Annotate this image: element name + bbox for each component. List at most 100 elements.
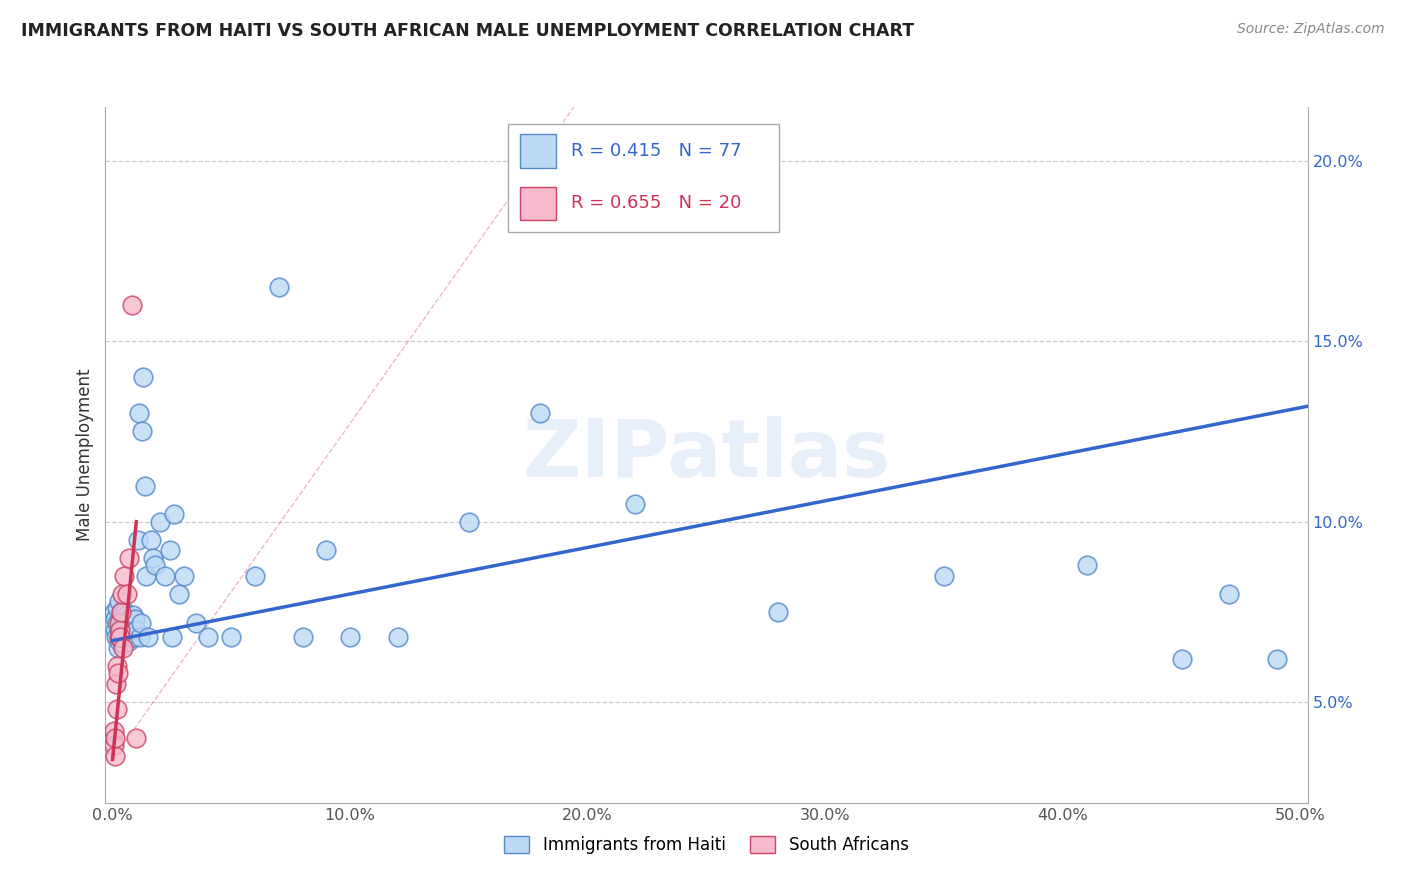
Point	[124, 612, 146, 626]
Point	[107, 594, 129, 608]
Point	[121, 608, 143, 623]
Point	[120, 615, 142, 630]
Point	[315, 543, 337, 558]
Text: R = 0.415   N = 77: R = 0.415 N = 77	[571, 142, 741, 160]
Point	[112, 640, 135, 655]
Point	[125, 731, 148, 745]
Point	[932, 568, 955, 582]
Point	[624, 497, 647, 511]
Point	[110, 605, 132, 619]
Point	[103, 605, 125, 619]
Point	[107, 623, 129, 637]
Point	[1265, 651, 1288, 665]
Text: IMMIGRANTS FROM HAITI VS SOUTH AFRICAN MALE UNEMPLOYMENT CORRELATION CHART: IMMIGRANTS FROM HAITI VS SOUTH AFRICAN M…	[21, 22, 914, 40]
Point	[105, 615, 128, 630]
Point	[108, 630, 131, 644]
Point	[131, 425, 153, 439]
Point	[111, 637, 134, 651]
Point	[111, 608, 134, 623]
Point	[114, 615, 136, 630]
Point	[267, 280, 290, 294]
Point	[339, 630, 361, 644]
Point	[111, 587, 134, 601]
Point	[112, 630, 135, 644]
Point	[129, 615, 152, 630]
Point	[104, 623, 127, 637]
Point	[110, 630, 132, 644]
Point	[108, 623, 131, 637]
Point	[108, 630, 131, 644]
Point	[115, 587, 138, 601]
Point	[139, 533, 162, 547]
FancyBboxPatch shape	[508, 124, 779, 232]
Point	[243, 568, 266, 582]
Text: R = 0.655   N = 20: R = 0.655 N = 20	[571, 194, 741, 212]
Point	[458, 515, 481, 529]
Point	[114, 605, 136, 619]
Point	[103, 723, 125, 738]
Point	[173, 568, 195, 582]
Point	[105, 601, 128, 615]
Point	[149, 515, 172, 529]
Point	[184, 615, 207, 630]
Y-axis label: Male Unemployment: Male Unemployment	[76, 368, 94, 541]
Point	[117, 608, 139, 623]
Point	[143, 558, 166, 572]
Point	[107, 666, 129, 681]
Point	[108, 626, 131, 640]
Legend: Immigrants from Haiti, South Africans: Immigrants from Haiti, South Africans	[498, 829, 915, 861]
Point	[121, 626, 143, 640]
Point	[104, 731, 127, 745]
Point	[112, 612, 135, 626]
Point	[291, 630, 314, 644]
Point	[766, 605, 789, 619]
Point	[105, 630, 128, 644]
Point	[110, 605, 132, 619]
Point	[110, 615, 132, 630]
Point	[1170, 651, 1192, 665]
Point	[1076, 558, 1098, 572]
Point	[197, 630, 219, 644]
Point	[121, 298, 143, 312]
Point	[121, 615, 143, 630]
Point	[221, 630, 243, 644]
Point	[132, 370, 155, 384]
Point	[112, 623, 135, 637]
Point	[107, 615, 129, 630]
Point	[105, 702, 128, 716]
Point	[115, 619, 138, 633]
Point	[127, 533, 149, 547]
Point	[122, 623, 145, 637]
Point	[105, 677, 128, 691]
Point	[105, 658, 128, 673]
Point	[163, 508, 186, 522]
Point	[104, 748, 127, 763]
Point	[128, 407, 150, 421]
Point	[129, 630, 152, 644]
Point	[118, 550, 141, 565]
Point	[122, 630, 145, 644]
Point	[529, 407, 551, 421]
Point	[115, 630, 138, 644]
Point	[153, 568, 176, 582]
Point	[111, 623, 134, 637]
Point	[114, 568, 136, 582]
Point	[120, 630, 142, 644]
Point	[167, 587, 190, 601]
Point	[142, 550, 165, 565]
Point	[118, 612, 141, 626]
Point	[104, 612, 127, 626]
Bar	[520, 134, 557, 168]
Bar	[520, 187, 557, 220]
Point	[107, 640, 129, 655]
Point	[1218, 587, 1240, 601]
Point	[135, 568, 157, 582]
Point	[108, 633, 131, 648]
Point	[108, 612, 131, 626]
Point	[125, 623, 148, 637]
Point	[117, 623, 139, 637]
Point	[136, 630, 159, 644]
Point	[118, 623, 141, 637]
Point	[134, 478, 156, 492]
Text: ZIPatlas: ZIPatlas	[523, 416, 890, 494]
